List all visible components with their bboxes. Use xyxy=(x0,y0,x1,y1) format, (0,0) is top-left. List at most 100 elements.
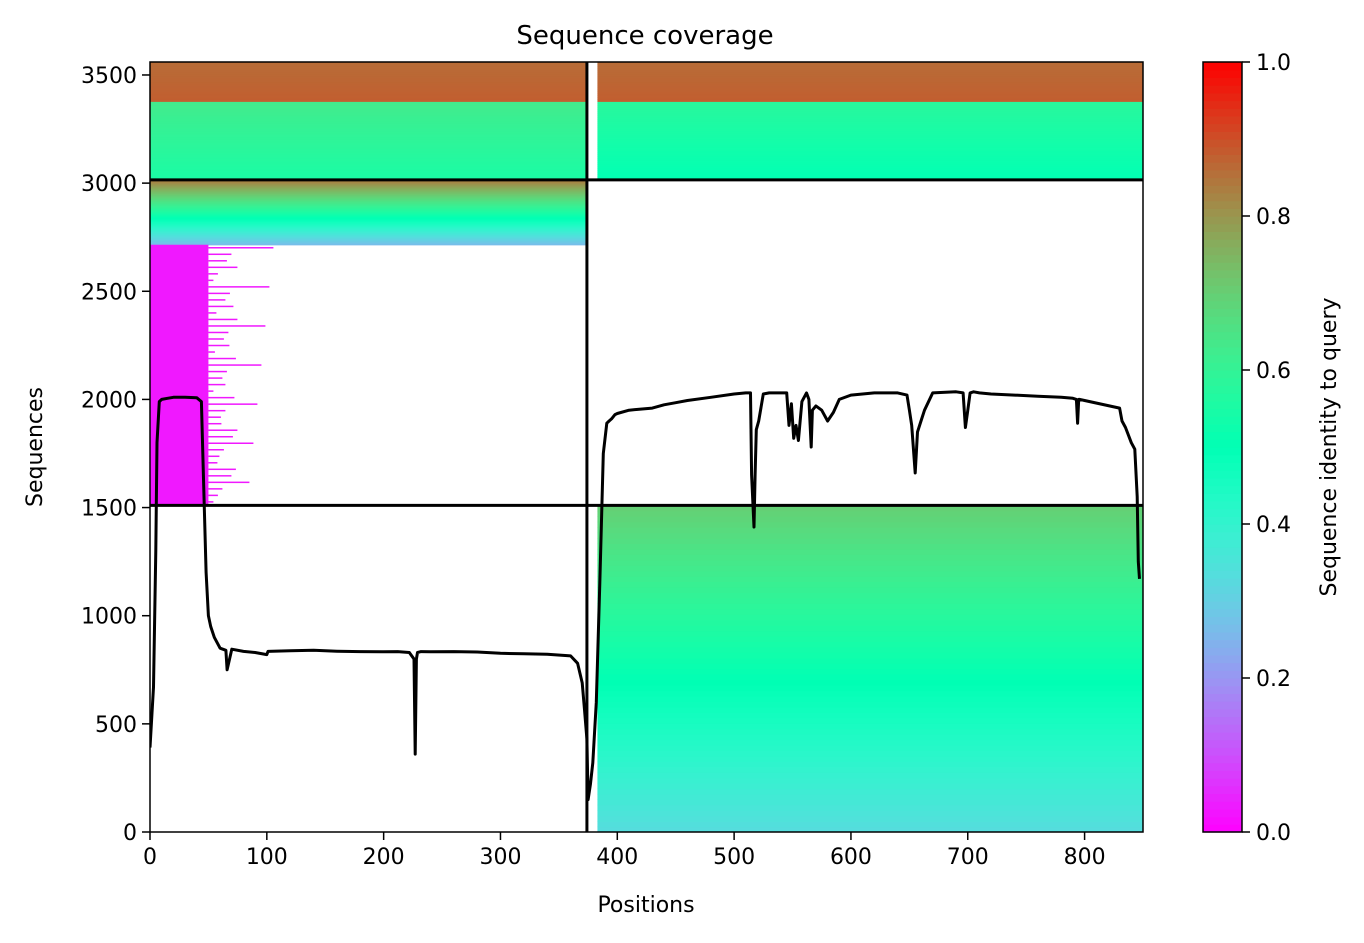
coverage-band xyxy=(597,71,1143,75)
colorbar-step xyxy=(1203,177,1242,186)
colorbar: 0.0 0.2 0.4 0.6 0.8 1.0 xyxy=(1202,51,1291,846)
coverage-band xyxy=(150,130,587,134)
coverage-band xyxy=(150,240,587,243)
coverage-band xyxy=(597,172,1143,175)
coverage-band xyxy=(597,101,1143,104)
coverage-band xyxy=(597,97,1143,100)
coverage-band xyxy=(150,212,587,215)
colorbar-step xyxy=(1203,100,1242,109)
coverage-band xyxy=(150,89,587,93)
coverage-band xyxy=(150,156,587,159)
colorbar-step xyxy=(1203,131,1242,140)
coverage-tail xyxy=(208,442,254,444)
coverage-band xyxy=(597,777,1143,784)
coverage-band xyxy=(597,581,1143,588)
coverage-band xyxy=(150,160,587,163)
x-tick-label: 700 xyxy=(947,845,989,870)
coverage-band xyxy=(597,663,1143,670)
coverage-band xyxy=(150,71,587,75)
colorbar-step xyxy=(1203,262,1242,271)
coverage-tail xyxy=(208,299,226,301)
coverage-band xyxy=(597,674,1143,681)
coverage-band xyxy=(150,492,209,498)
coverage-band xyxy=(150,409,209,415)
coverage-band xyxy=(597,136,1143,140)
coverage-band xyxy=(150,215,587,218)
colorbar-step xyxy=(1203,400,1242,410)
coverage-band xyxy=(150,191,587,194)
coverage-band xyxy=(150,292,209,298)
coverage-band xyxy=(597,788,1143,795)
coverage-band xyxy=(150,305,209,311)
coverage-band xyxy=(150,185,587,187)
colorbar-step xyxy=(1203,146,1242,155)
colorbar-step xyxy=(1203,162,1242,171)
coverage-band xyxy=(597,750,1143,757)
coverage-band xyxy=(597,766,1143,773)
coverage-band xyxy=(150,375,209,381)
coverage-block xyxy=(150,179,587,246)
coverage-band xyxy=(150,195,587,197)
coverage-band xyxy=(150,422,209,428)
colorbar-step xyxy=(1203,716,1242,725)
coverage-band xyxy=(150,239,587,242)
colorbar-step xyxy=(1203,200,1242,209)
colorbar-step xyxy=(1203,647,1242,656)
x-tick-label: 300 xyxy=(479,845,521,870)
coverage-band xyxy=(150,93,587,96)
coverage-band xyxy=(150,115,587,118)
colorbar-step xyxy=(1203,354,1242,363)
colorbar-step xyxy=(1203,362,1242,371)
coverage-band xyxy=(150,180,587,183)
colorbar-step xyxy=(1203,192,1242,202)
y-axis-label: Sequences xyxy=(23,387,48,507)
coverage-band xyxy=(597,109,1143,112)
coverage-band xyxy=(150,401,209,407)
colorbar-step xyxy=(1203,462,1242,471)
coverage-band xyxy=(150,288,209,294)
colorbar-step xyxy=(1203,346,1242,356)
colorbar-frame xyxy=(1202,61,1243,833)
coverage-band xyxy=(150,216,587,219)
coverage-band xyxy=(597,576,1143,583)
coverage-band xyxy=(150,322,209,328)
coverage-band xyxy=(597,168,1143,171)
coverage-band xyxy=(150,217,587,220)
coverage-band xyxy=(597,65,1143,69)
colorbar-step xyxy=(1203,770,1242,779)
coverage-band xyxy=(597,132,1143,136)
coverage-band xyxy=(150,166,587,169)
coverage-band xyxy=(597,105,1143,108)
coverage-band xyxy=(597,111,1143,114)
colorbar-step xyxy=(1203,123,1242,132)
coverage-band xyxy=(150,457,209,463)
coverage-tail xyxy=(208,475,232,477)
coverage-band xyxy=(150,327,209,333)
coverage-band xyxy=(150,244,209,250)
coverage-band xyxy=(150,173,587,177)
coverage-band xyxy=(597,128,1143,132)
colorbar-step xyxy=(1203,169,1242,179)
y-tick-label: 0 xyxy=(123,821,137,846)
coverage-band xyxy=(597,630,1143,637)
coverage-band xyxy=(597,152,1143,155)
coverage-tail xyxy=(208,292,230,295)
coverage-band xyxy=(150,196,587,198)
coverage-tail xyxy=(208,422,222,425)
coverage-band xyxy=(597,69,1143,73)
coverage-band xyxy=(150,199,587,202)
colorbar-step xyxy=(1203,554,1242,564)
coverage-band xyxy=(150,340,209,346)
coverage-band xyxy=(150,103,587,106)
coverage-band xyxy=(597,739,1143,746)
coverage-tail xyxy=(208,351,215,353)
coverage-band xyxy=(597,636,1143,643)
coverage-tail xyxy=(208,462,218,464)
coverage-band xyxy=(597,734,1143,741)
coverage-block xyxy=(150,244,274,506)
coverage-band xyxy=(597,554,1143,561)
coverage-band xyxy=(150,162,587,165)
coverage-band xyxy=(597,701,1143,708)
colorbar-step xyxy=(1203,670,1242,679)
